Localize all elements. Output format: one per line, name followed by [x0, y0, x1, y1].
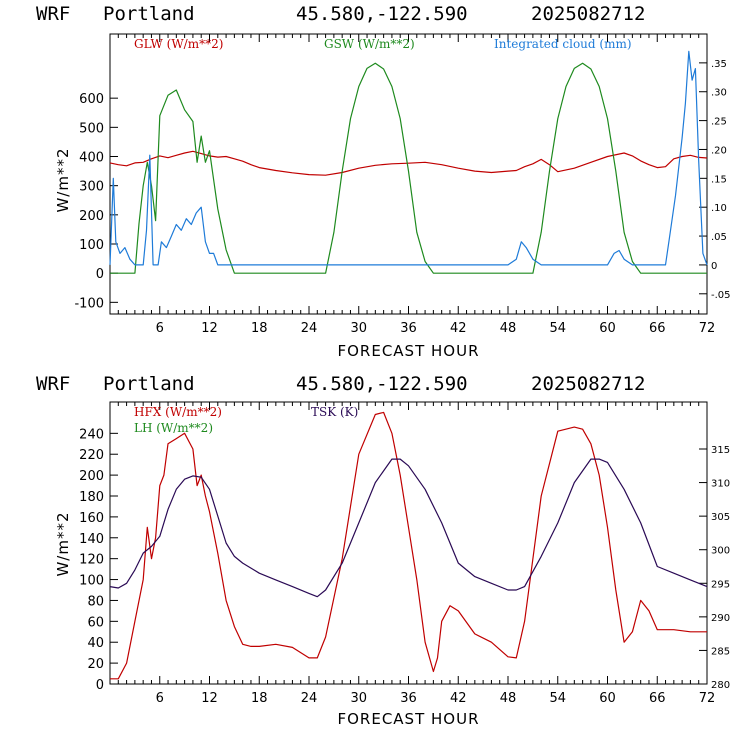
x-tick-label: 42: [450, 691, 467, 706]
x-tick-label: 66: [649, 321, 666, 336]
x-tick-label: 48: [500, 321, 517, 336]
y-tick-label: 500: [79, 121, 104, 136]
y-tick-label: 160: [79, 511, 104, 526]
x-tick-label: 30: [350, 691, 367, 706]
y2-tick-label: .15: [711, 174, 727, 185]
y-tick-label: 0: [96, 267, 104, 282]
x-tick-label: 42: [450, 321, 467, 336]
y2-tick-label: 310: [711, 479, 730, 490]
y-tick-label: 80: [87, 594, 104, 609]
y-tick-label: 300: [79, 180, 104, 195]
x-tick-label: 18: [251, 321, 268, 336]
bottom-model-label: WRF: [36, 373, 70, 395]
x-tick-label: 54: [549, 321, 566, 336]
series-line-integrated: [109, 50, 708, 266]
series-line-tsk: [109, 458, 708, 598]
y-axis-label: W/m**2: [54, 511, 72, 576]
y2-tick-label: 290: [711, 613, 730, 624]
y-tick-label: 120: [79, 553, 104, 568]
x-tick-label: 48: [500, 691, 517, 706]
y-tick-label: 0: [96, 678, 104, 693]
y2-tick-label: 0: [711, 261, 717, 272]
y-tick-label: 600: [79, 92, 104, 107]
series-line-gsw: [110, 62, 707, 274]
y-tick-label: 100: [79, 238, 104, 253]
legend-tsk: TSK (K): [311, 405, 358, 419]
y2-tick-label: .10: [711, 203, 727, 214]
plot-frame: [109, 401, 708, 685]
y-tick-label: -100: [74, 296, 104, 311]
y-tick-label: 400: [79, 151, 104, 166]
x-tick-label: 60: [599, 691, 616, 706]
x-tick-label: 60: [599, 321, 616, 336]
bottom-run-label: 2025082712: [531, 373, 645, 395]
y-tick-label: 240: [79, 427, 104, 442]
y-tick-label: 200: [79, 209, 104, 224]
y-tick-label: 100: [79, 574, 104, 589]
y2-tick-label: 295: [711, 579, 730, 590]
y2-tick-label: .25: [711, 117, 727, 128]
y2-tick-label: 280: [711, 680, 730, 691]
y2-tick-label: 285: [711, 646, 730, 657]
x-tick-label: 12: [201, 321, 218, 336]
x-axis-label: FORECAST HOUR: [337, 342, 479, 360]
x-tick-label: 6: [156, 321, 164, 336]
x-tick-label: 24: [301, 321, 318, 336]
y2-tick-label: .30: [711, 88, 727, 99]
top-run-label: 2025082712: [531, 3, 645, 25]
y-tick-label: 60: [87, 615, 104, 630]
legend-hfx: HFX (W/m**2): [134, 405, 222, 419]
x-tick-label: 72: [699, 691, 716, 706]
y-tick-label: 20: [87, 657, 104, 672]
x-tick-label: 18: [251, 691, 268, 706]
x-tick-label: 66: [649, 691, 666, 706]
bottom-location-label: Portland: [103, 373, 195, 395]
top-coords-label: 45.580,-122.590: [296, 3, 468, 25]
series-line-hfx: [110, 411, 707, 680]
x-axis-label: FORECAST HOUR: [337, 710, 479, 728]
series-line-glw: [109, 150, 708, 176]
bottom-coords-label: 45.580,-122.590: [296, 373, 468, 395]
flux-panel: 6 12 18 24 30 36 42 48 54 60 66 72 0 20 40 60 80 100 120 14…: [54, 401, 730, 728]
y2-tick-label: .20: [711, 145, 727, 156]
y-tick-label: 180: [79, 490, 104, 505]
legend-lh: LH (W/m**2): [134, 421, 213, 435]
legend-integrated: Integrated cloud (mm): [494, 37, 632, 51]
x-tick-label: 54: [549, 691, 566, 706]
y2-tick-label: 305: [711, 512, 730, 523]
y2-tick-label: -.05: [711, 290, 731, 301]
y-tick-label: 220: [79, 448, 104, 463]
x-tick-label: 72: [699, 321, 716, 336]
top-model-label: WRF: [36, 3, 70, 25]
y-tick-label: 140: [79, 532, 104, 547]
x-tick-label: 30: [350, 321, 367, 336]
x-tick-label: 24: [301, 691, 318, 706]
x-tick-label: 6: [156, 691, 164, 706]
legend-gsw: GSW (W/m**2): [324, 37, 415, 51]
top-location-label: Portland: [103, 3, 195, 25]
y2-tick-label: 315: [711, 445, 730, 456]
y-axis-label: W/m**2: [54, 147, 72, 212]
y2-tick-label: 300: [711, 546, 730, 557]
y-tick-label: 40: [87, 636, 104, 651]
top-panel-header: WRF Portland 45.580,-122.590 2025082712: [36, 3, 645, 25]
radiation-panel: 6 12 18 24 30 36 42 48 54 60 66 72 -100 0 100 200 300 400…: [54, 33, 731, 360]
legend-glw: GLW (W/m**2): [134, 37, 223, 51]
x-tick-label: 12: [201, 691, 218, 706]
bottom-panel-header: WRF Portland 45.580,-122.590 2025082712: [36, 373, 645, 395]
y-tick-label: 200: [79, 469, 104, 484]
y2-tick-label: .05: [711, 232, 727, 243]
y2-tick-label: .35: [711, 59, 727, 70]
x-tick-label: 36: [400, 691, 417, 706]
x-tick-label: 36: [400, 321, 417, 336]
